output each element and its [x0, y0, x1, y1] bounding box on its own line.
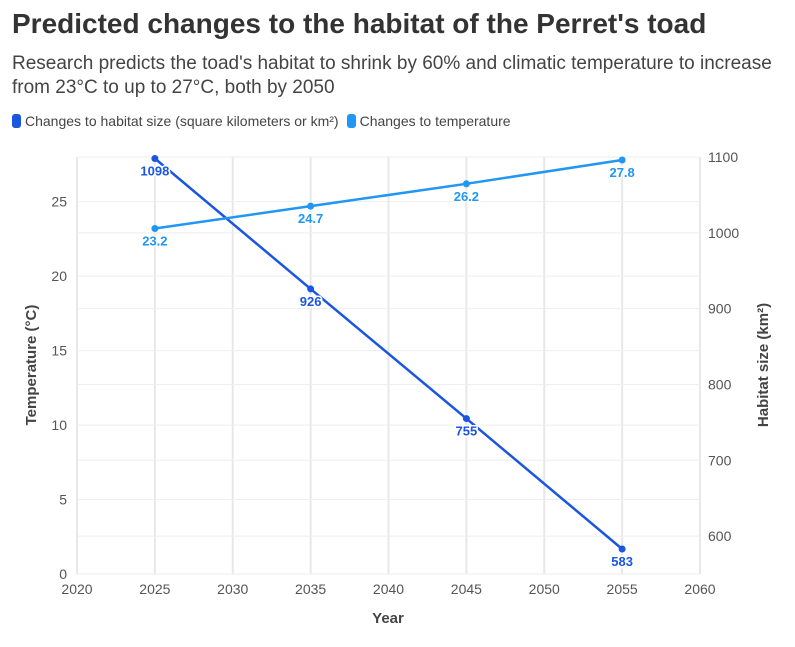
data-label: 26.2 — [454, 189, 479, 204]
y2-tick-label: 700 — [708, 452, 732, 468]
x-tick-label: 2025 — [139, 581, 170, 597]
legend: Changes to habitat size (square kilomete… — [12, 113, 511, 129]
legend-label: Changes to habitat size (square kilomete… — [25, 113, 339, 129]
y2-tick-label: 800 — [708, 376, 732, 392]
y2-tick-label: 1100 — [708, 149, 738, 165]
data-point — [462, 415, 470, 423]
x-tick-label: 2050 — [529, 581, 560, 597]
data-point — [462, 180, 470, 188]
data-label: 1098 — [140, 164, 169, 179]
data-label: 755 — [456, 424, 478, 439]
x-tick-label: 2060 — [684, 581, 715, 597]
series-line-1 — [154, 158, 623, 230]
data-point — [151, 155, 159, 163]
data-label: 926 — [300, 294, 322, 309]
y-tick-label: 0 — [59, 566, 67, 582]
x-tick-label: 2030 — [217, 581, 248, 597]
x-tick-label: 2035 — [295, 581, 326, 597]
y2-axis-title: Habitat size (km²) — [755, 303, 772, 427]
chart-subtitle: Research predicts the toad's habitat to … — [12, 53, 772, 98]
x-tick-label: 2020 — [61, 581, 92, 597]
data-label: 24.7 — [298, 211, 323, 226]
y-tick-label: 10 — [51, 417, 67, 433]
chart-title: Predicted changes to the habitat of the … — [12, 8, 707, 39]
data-point — [618, 156, 626, 164]
x-tick-label: 2045 — [451, 581, 482, 597]
legend-item-habitat[interactable]: Changes to habitat size (square kilomete… — [12, 113, 339, 129]
y2-tick-label: 1000 — [708, 225, 739, 241]
data-point — [618, 545, 626, 553]
y-axis-title: Temperature (°C) — [23, 305, 40, 426]
legend-label: Changes to temperature — [359, 113, 511, 129]
legend-swatch — [346, 114, 356, 128]
y-tick-label: 15 — [51, 343, 67, 359]
data-point — [307, 285, 315, 293]
data-label: 23.2 — [142, 233, 167, 248]
data-point — [151, 224, 159, 232]
x-tick-label: 2040 — [373, 581, 404, 597]
y2-tick-label: 900 — [708, 301, 732, 317]
y-tick-label: 20 — [51, 268, 67, 284]
data-label: 27.8 — [609, 165, 634, 180]
y-tick-label: 25 — [51, 194, 67, 210]
series-line-0 — [154, 157, 623, 550]
data-label: 583 — [611, 554, 633, 569]
legend-item-temperature[interactable]: Changes to temperature — [346, 113, 511, 129]
y2-tick-label: 600 — [708, 528, 732, 544]
data-point — [307, 202, 315, 210]
x-axis-title: Year — [372, 610, 404, 627]
x-tick-label: 2055 — [607, 581, 638, 597]
legend-swatch — [12, 114, 21, 128]
y-tick-label: 5 — [59, 492, 67, 508]
